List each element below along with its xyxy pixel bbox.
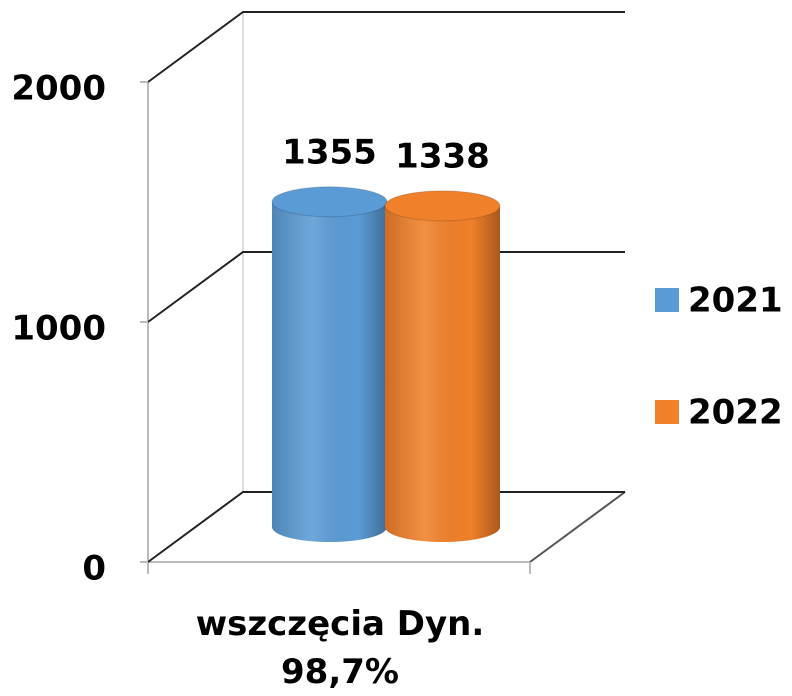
- cylinder-shade: [385, 205, 500, 542]
- legend-label: 2021: [688, 281, 783, 321]
- cylinder: [384, 190, 501, 542]
- value-label: 1355: [282, 132, 377, 172]
- value-label: 1338: [395, 136, 490, 176]
- cylinder-shade: [272, 201, 387, 543]
- grid-line: [147, 11, 625, 83]
- floor-edge: [529, 491, 626, 563]
- legend-swatch: [655, 288, 679, 312]
- category-label: wszczęcia Dyn. 98,7%: [195, 604, 485, 692]
- cylinder: [271, 186, 388, 543]
- legend-label: 2022: [688, 393, 783, 433]
- cylinder-top: [271, 186, 388, 218]
- cylinder-top: [384, 190, 501, 222]
- y-tick-label: 2000: [11, 69, 106, 109]
- y-tick-label: 0: [82, 549, 106, 589]
- y-tick-label: 1000: [11, 309, 106, 349]
- legend-swatch: [655, 400, 679, 424]
